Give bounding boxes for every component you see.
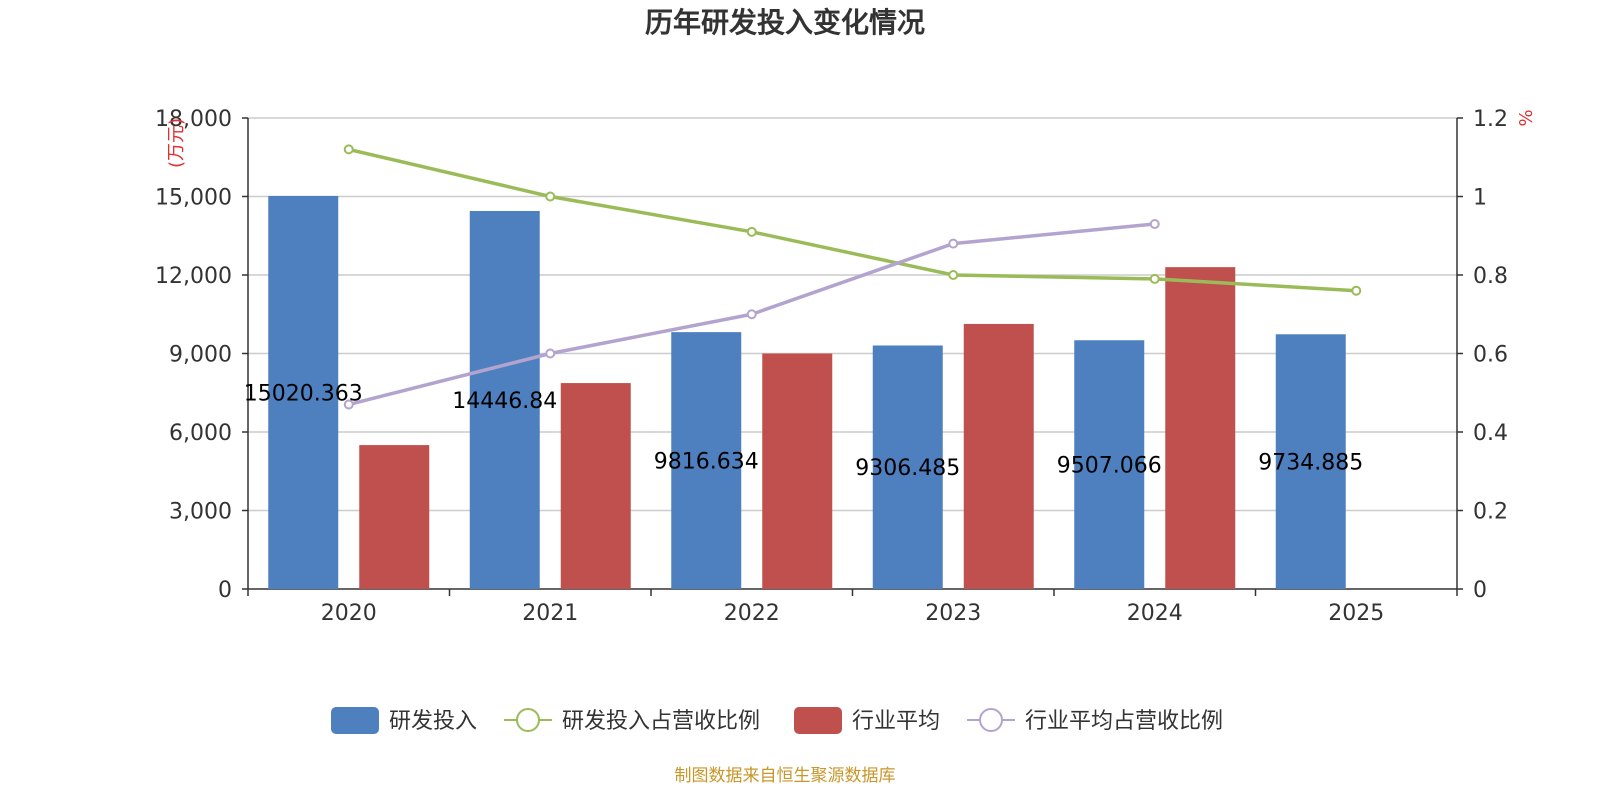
right-axis-tick-label: 0.6 [1473, 343, 1508, 368]
bar-data-label: 9816.634 [654, 450, 759, 475]
legend: 研发投入 研发投入占营收比例 行业平均 行业平均占营收比例 [331, 707, 1223, 734]
right-axis-tick-label: 0.8 [1473, 264, 1508, 289]
bar [872, 345, 943, 589]
line-point [746, 226, 757, 237]
x-axis-tick-label: 2022 [724, 601, 780, 626]
chart-title: 历年研发投入变化情况 [645, 6, 925, 39]
left-axis-tick-label: 9,000 [169, 343, 232, 368]
bar [268, 195, 339, 589]
series-lines [343, 144, 1362, 410]
bar [560, 383, 631, 589]
bar-data-label: 15020.363 [244, 381, 363, 406]
bar-data-label: 9507.066 [1057, 454, 1162, 479]
bars [268, 195, 1346, 589]
data-source-note: 制图数据来自恒生聚源数据库 [675, 766, 896, 786]
legend-marker [979, 708, 1003, 732]
line-point [746, 309, 757, 320]
bar-data-label: 9306.485 [855, 456, 960, 481]
left-axis-unit: (万元) [166, 118, 187, 168]
right-axis-tick-label: 0.2 [1473, 500, 1508, 525]
right-axis-tick-label: 0 [1473, 578, 1487, 603]
bar-data-label: 14446.84 [452, 389, 557, 414]
bar [1165, 267, 1236, 589]
right-axis-unit: % [1516, 109, 1537, 126]
series-line [348, 147, 1357, 293]
left-axis-tick-label: 6,000 [169, 421, 232, 446]
legend-label: 行业平均 [852, 709, 940, 734]
line-point [545, 191, 556, 202]
bar [671, 332, 742, 589]
x-axis-tick-label: 2020 [321, 601, 377, 626]
line-point [343, 399, 354, 410]
right-axis-tick-label: 1.2 [1473, 107, 1508, 132]
x-axis-tick-label: 2024 [1127, 601, 1183, 626]
line-point [343, 144, 354, 155]
bar-labels: 15020.363 14446.84 9816.634 9306.485 9507.06… [244, 381, 1363, 481]
legend-label: 研发投入占营收比例 [562, 709, 760, 734]
line-point [1149, 218, 1160, 229]
legend-label: 行业平均占营收比例 [1025, 709, 1223, 734]
line-point [948, 238, 959, 249]
bar [963, 323, 1034, 589]
bar [469, 210, 540, 589]
axes: 0 0 3,000 0.2 6,000 0.4 9,000 0.6 12,000 0.8 15,00… [155, 107, 1508, 626]
bar [762, 353, 833, 589]
bar [1275, 334, 1346, 589]
bar-data-label: 9734.885 [1258, 451, 1363, 476]
x-axis-tick-label: 2023 [925, 601, 981, 626]
line-point [1351, 285, 1362, 296]
left-axis-tick-label: 12,000 [155, 264, 232, 289]
line-point [545, 348, 556, 359]
left-axis-tick-label: 18,000 [155, 107, 232, 132]
left-axis-tick-label: 0 [218, 578, 232, 603]
left-axis-tick-label: 15,000 [155, 186, 232, 211]
legend-swatch [331, 707, 379, 734]
legend-marker [516, 708, 540, 732]
right-axis-tick-label: 1 [1473, 186, 1487, 211]
x-axis-tick-label: 2025 [1328, 601, 1384, 626]
legend-label: 研发投入 [389, 709, 477, 734]
x-axis-tick-label: 2021 [522, 601, 578, 626]
line-point [948, 270, 959, 280]
grid-lines [248, 117, 1457, 512]
line-point [1149, 273, 1160, 284]
left-axis-tick-label: 3,000 [169, 500, 232, 525]
bar [1074, 340, 1145, 589]
bar [359, 445, 430, 589]
legend-swatch [794, 707, 842, 734]
right-axis-tick-label: 0.4 [1473, 421, 1508, 446]
